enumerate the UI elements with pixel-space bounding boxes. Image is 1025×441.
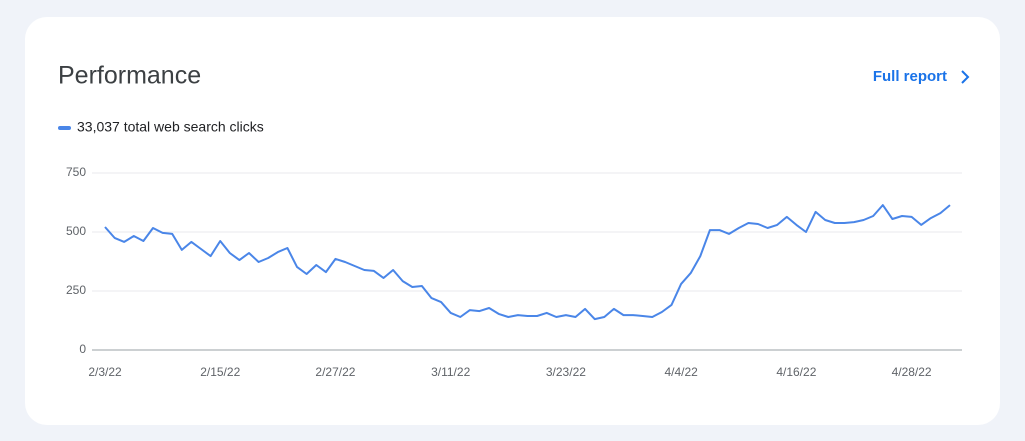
link-text[interactable]: Full report — [873, 68, 947, 85]
x-tick-label: 4/16/22 — [776, 365, 816, 379]
x-tick-label: 4/4/22 — [664, 365, 698, 379]
x-tick-label: 2/27/22 — [315, 365, 355, 379]
y-tick-label: 500 — [66, 224, 86, 238]
x-tick-label: 3/23/22 — [546, 365, 586, 379]
card-title: Performance — [58, 62, 201, 90]
chevron[interactable] — [961, 70, 970, 84]
full-report-link[interactable]: Full report — [873, 68, 970, 85]
legend-label: 33,037 total web search clicks — [77, 119, 264, 135]
y-tick-label: 0 — [79, 342, 86, 356]
card — [25, 17, 1000, 425]
x-tick-label: 3/11/22 — [431, 365, 470, 379]
y-tick-label: 750 — [66, 165, 86, 179]
y-tick-label: 250 — [66, 283, 86, 297]
series-line — [104, 204, 951, 321]
x-tick-label: 2/3/22 — [88, 365, 122, 379]
x-tick-label: 4/28/22 — [892, 365, 932, 379]
x-tick-label: 2/15/22 — [200, 365, 240, 379]
